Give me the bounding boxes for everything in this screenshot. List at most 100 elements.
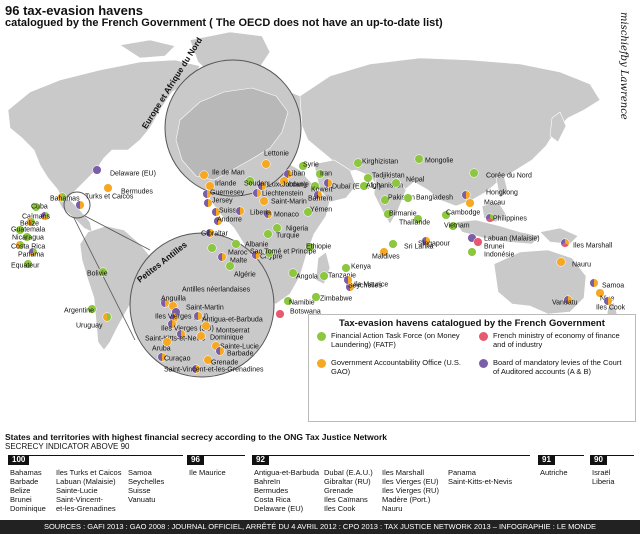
haven-aruba: Aruba (152, 337, 172, 353)
haven-marker-segment (26, 217, 31, 227)
secrecy-entry: Seychelles (128, 477, 165, 486)
haven-label: Macau (484, 200, 505, 207)
haven-marker-outline (215, 346, 225, 356)
haven-marker (103, 183, 113, 193)
haven-cambodge: Cambodge (441, 210, 480, 220)
haven-label: Irlande (215, 181, 237, 188)
legend-box: Tax-evasion havens catalogued by the Fre… (308, 314, 636, 422)
haven-marker-outline (28, 247, 38, 257)
haven-label: Iles Vierges (EU) (161, 326, 214, 333)
haven-marker-segment (350, 282, 355, 292)
haven-label: Costa Rica (11, 244, 45, 251)
haven-marker-segment (589, 278, 594, 288)
haven-marker-segment (235, 206, 240, 216)
secrecy-entry: Antigua-et-Barbuda (254, 468, 320, 477)
haven-vietnam: Vietnam (444, 221, 470, 231)
secrecy-entry: Dominique (10, 504, 46, 513)
haven-marker (467, 247, 477, 257)
haven-marker-segment (268, 209, 273, 219)
haven-algerie: Algérie (225, 261, 256, 279)
haven-bangladesh: Bangladesh (403, 193, 453, 203)
secrecy-entry: Iles Marshall (382, 468, 425, 477)
haven-label: Vanuatu (552, 300, 578, 307)
haven-label: Guernesey (210, 190, 245, 197)
haven-marker (465, 198, 475, 208)
haven-label: Malte (230, 258, 247, 265)
world-landmass (7, 31, 619, 351)
haven-label: Iran (320, 171, 332, 178)
secrecy-entry: Costa Rica (254, 495, 291, 504)
haven-marker-outline (251, 250, 261, 260)
haven-marker-segment (256, 250, 261, 260)
haven-label: Bangladesh (416, 195, 453, 202)
haven-marker-segment (490, 213, 495, 221)
haven-marker-segment (107, 312, 112, 322)
haven-label: Suisse (219, 208, 240, 215)
score-column: Antigua-et-Barbuda Bahreïn Bermudes Cost… (254, 468, 319, 513)
haven-marker-segment (75, 200, 80, 210)
haven-marker (196, 331, 206, 341)
haven-marker-segment (157, 352, 162, 362)
haven-guernesey: Guernesey (202, 189, 245, 199)
score-column: Dubaï (E.A.U.) Gibraltar (RU) Grenade Il… (324, 468, 373, 513)
haven-marker-segment (426, 236, 431, 246)
haven-marker-segment (162, 352, 167, 362)
haven-marker (556, 257, 566, 267)
legend-dot-gao (317, 359, 326, 368)
haven-marker-segment (257, 188, 262, 198)
secrecy-entry: Belize (10, 486, 31, 495)
haven-nepal: Népal (391, 177, 425, 188)
haven-marker (441, 210, 451, 220)
haven-maldives: Maldives (372, 247, 400, 261)
haven-marker-segment (29, 252, 37, 257)
haven-marker (275, 309, 285, 319)
haven-label: Antigua-et-Barbuda (202, 317, 263, 324)
secrecy-entry: Autriche (540, 468, 568, 477)
haven-label: Pakistan (388, 195, 415, 202)
haven-marker-segment (218, 216, 223, 226)
haven-marker (263, 229, 273, 239)
haven-label: Caïmans (22, 214, 51, 221)
haven-marker-outline (167, 319, 177, 329)
land-philippines (495, 175, 509, 199)
haven-marker-segment (565, 238, 570, 246)
haven-bahrein: Bahreïn (308, 190, 333, 203)
haven-label: Ethiopie (306, 244, 331, 251)
secrecy-entry: Brunei (10, 495, 32, 504)
haven-marker-segment (80, 200, 85, 210)
haven-marker-segment (348, 275, 353, 285)
haven-montserrat: Montserrat (201, 321, 250, 335)
haven-marker-segment (207, 189, 212, 199)
haven-marker (341, 263, 351, 273)
score-badge: 90 (590, 455, 607, 465)
haven-marker-outline (211, 207, 221, 217)
haven-marker-outline (191, 364, 201, 374)
haven-marker (363, 173, 373, 183)
haven-ile-maurice: Ile Maurice (343, 275, 388, 289)
haven-label: Koweït (311, 187, 332, 194)
haven-marker (31, 202, 41, 212)
secrecy-subtitle: SECRECY INDICATOR ABOVE 90 (5, 442, 130, 451)
haven-marker-segment (288, 169, 293, 179)
haven-marker-outline (15, 240, 25, 250)
haven-label: Delaware (EU) (110, 171, 156, 178)
land-new-guinea (539, 227, 579, 245)
haven-marker-segment (262, 181, 267, 191)
haven-marker-outline (263, 209, 273, 219)
haven-tanzanie: Tanzanie (319, 271, 356, 281)
haven-marker-outline (176, 329, 186, 339)
haven-marker (305, 242, 315, 252)
secrecy-entry: Labuan (Malaisie) (56, 477, 116, 486)
haven-marker (319, 271, 329, 281)
haven-pakistan: Pakistan (380, 195, 415, 205)
haven-marker-segment (198, 311, 203, 321)
haven-marker-segment (222, 252, 227, 262)
haven-nauru: Nauru (556, 257, 591, 269)
haven-label: Philippines (493, 216, 527, 223)
secrecy-entry: Delaware (EU) (254, 504, 304, 513)
haven-marker (207, 243, 217, 253)
haven-marker-segment (45, 211, 50, 219)
haven-marker-segment (216, 207, 221, 217)
score-badge: 96 (187, 455, 204, 465)
haven-label: Uruguay (76, 323, 103, 330)
